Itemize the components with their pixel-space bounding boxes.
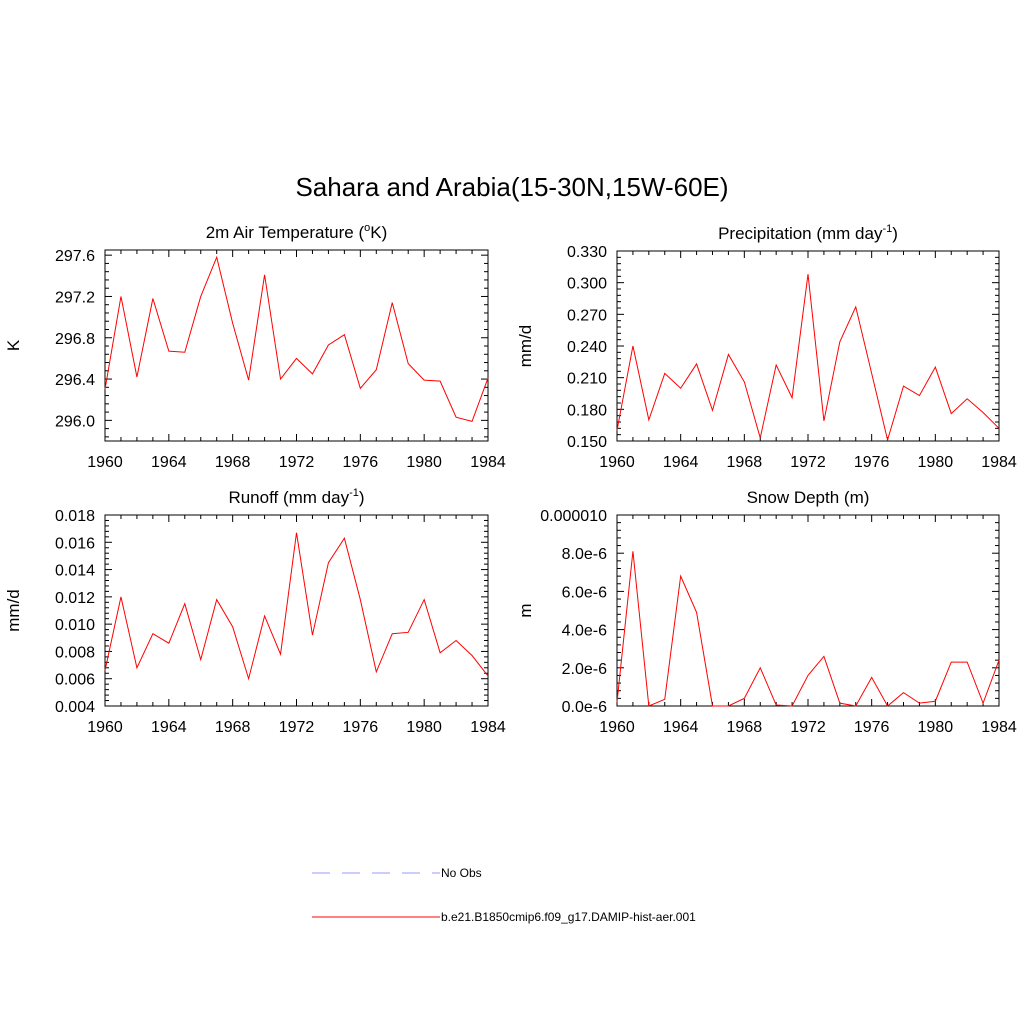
precipitation-y-tick-label: 0.150 [567, 434, 607, 451]
snow-depth-series-line [616, 551, 1000, 707]
air-temperature-x-tick-label: 1964 [151, 454, 187, 471]
precipitation-y-tick-label: 0.330 [567, 244, 607, 261]
runoff-x-tick-label: 1980 [406, 719, 442, 736]
air-temperature-x-tick-label: 1972 [279, 454, 315, 471]
runoff-x-tick-label: 1964 [151, 719, 187, 736]
runoff-x-tick-label: 1972 [279, 719, 315, 736]
air-temperature-y-tick-label: 296.8 [55, 331, 95, 348]
snow-depth-x-tick-label: 1976 [854, 719, 890, 736]
precipitation-x-tick-label: 1984 [981, 454, 1017, 471]
precipitation-y-tick-label: 0.210 [567, 371, 607, 388]
snow-depth-x-tick-label: 1980 [918, 719, 954, 736]
precipitation-plot-frame [616, 250, 1000, 442]
runoff-title: Runoff (mm day-1) [228, 487, 364, 507]
snow-depth-y-tick-label: 0.000010 [540, 508, 607, 525]
precipitation-x-tick-label: 1964 [663, 454, 699, 471]
runoff-y-tick-label: 0.012 [55, 590, 95, 607]
runoff-x-tick-label: 1976 [343, 719, 379, 736]
runoff-y-tick-label: 0.006 [55, 672, 95, 689]
runoff-x-tick-label: 1960 [87, 719, 123, 736]
precipitation-y-axis-label: mm/d [516, 325, 535, 368]
legend-label-2: b.e21.B1850cmip6.f09_g17.DAMIP-hist-aer.… [441, 910, 696, 924]
runoff-y-tick-label: 0.014 [55, 563, 95, 580]
snow-depth-y-tick-label: 0.0e-6 [562, 699, 607, 716]
snow-depth-x-tick-label: 1960 [599, 719, 635, 736]
air-temperature-y-tick-label: 296.0 [55, 413, 95, 430]
precipitation-x-tick-label: 1972 [790, 454, 826, 471]
air-temperature-panel: 2m Air Temperature (oK) K 1960 1964 1968 1972… [4, 222, 506, 471]
air-temperature-y-tick-label: 296.4 [55, 372, 95, 389]
snow-depth-plot-frame [616, 514, 1000, 707]
runoff-y-tick-label: 0.004 [55, 699, 95, 716]
precipitation-y-tick-label: 0.300 [567, 276, 607, 293]
snow-depth-panel: Snow Depth (m) m 1960 1964 1968 1972 1976 1980 1… [516, 488, 1017, 736]
runoff-y-axis-label: mm/d [4, 589, 23, 632]
runoff-y-tick-label: 0.010 [55, 617, 95, 634]
panels: 2m Air Temperature (oK) K 1960 1964 1968 1972… [4, 222, 1017, 736]
precipitation-x-tick-label: 1976 [854, 454, 890, 471]
main-title: Sahara and Arabia(15-30N,15W-60E) [295, 172, 728, 202]
runoff-x-tick-label: 1984 [470, 719, 506, 736]
air-temperature-title: 2m Air Temperature (oK) [206, 222, 388, 242]
precipitation-x-tick-label: 1980 [918, 454, 954, 471]
runoff-y-tick-label: 0.018 [55, 508, 95, 525]
precipitation-series-line [616, 274, 1000, 442]
runoff-series-line [104, 532, 489, 681]
air-temperature-series-line [104, 255, 489, 422]
precipitation-y-tick-label: 0.180 [567, 402, 607, 419]
air-temperature-plot-frame [104, 249, 489, 442]
snow-depth-y-tick-label: 6.0e-6 [562, 584, 607, 601]
precipitation-title: Precipitation (mm day-1) [718, 223, 898, 243]
precipitation-y-tick-label: 0.240 [567, 339, 607, 356]
runoff-plot-frame [104, 514, 489, 707]
precipitation-y-tick-label: 0.270 [567, 307, 607, 324]
runoff-y-tick-label: 0.008 [55, 644, 95, 661]
air-temperature-y-tick-label: 297.2 [55, 289, 95, 306]
snow-depth-title: Snow Depth (m) [747, 488, 870, 507]
snow-depth-x-tick-label: 1984 [981, 719, 1017, 736]
snow-depth-y-tick-label: 2.0e-6 [562, 661, 607, 678]
snow-depth-x-tick-label: 1968 [727, 719, 763, 736]
air-temperature-x-tick-label: 1976 [343, 454, 379, 471]
snow-depth-y-tick-label: 4.0e-6 [562, 623, 607, 640]
precipitation-panel: Precipitation (mm day-1) mm/d 1960 1964 1968… [516, 223, 1017, 471]
snow-depth-x-tick-label: 1964 [663, 719, 699, 736]
legend-label-1: No Obs [441, 866, 482, 880]
air-temperature-y-axis-label: K [4, 339, 23, 351]
air-temperature-x-tick-label: 1968 [215, 454, 251, 471]
precipitation-x-tick-label: 1968 [727, 454, 763, 471]
snow-depth-y-axis-label: m [516, 603, 535, 617]
air-temperature-x-tick-label: 1980 [406, 454, 442, 471]
runoff-x-tick-label: 1968 [215, 719, 251, 736]
legend: No Obs b.e21.B1850cmip6.f09_g17.DAMIP-his… [312, 866, 696, 924]
snow-depth-x-tick-label: 1972 [790, 719, 826, 736]
snow-depth-y-tick-label: 8.0e-6 [562, 546, 607, 563]
air-temperature-x-tick-label: 1960 [87, 454, 123, 471]
precipitation-x-tick-label: 1960 [599, 454, 635, 471]
air-temperature-x-tick-label: 1984 [470, 454, 506, 471]
air-temperature-y-tick-label: 297.6 [55, 248, 95, 265]
runoff-y-tick-label: 0.016 [55, 535, 95, 552]
runoff-panel: Runoff (mm day-1) mm/d 1960 1964 1968 1972 197… [4, 487, 506, 736]
